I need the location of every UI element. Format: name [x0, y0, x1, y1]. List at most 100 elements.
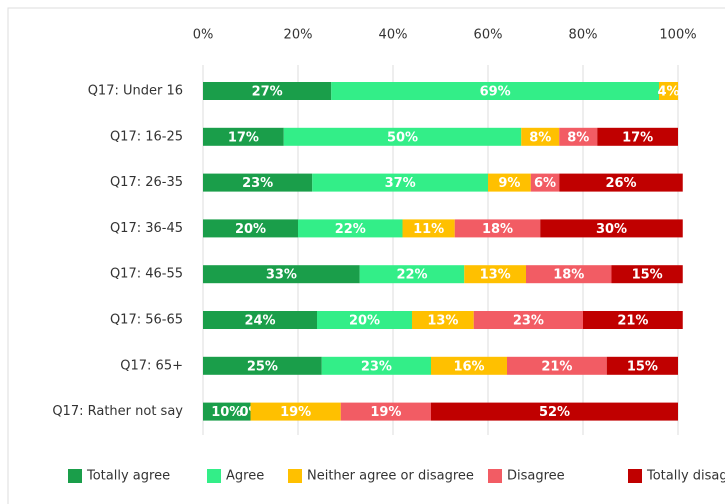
- bar-segment: [559, 127, 598, 146]
- value-label: 13%: [480, 268, 511, 283]
- frame: [7, 7, 725, 504]
- x-tick-label: 0%: [193, 28, 214, 43]
- bar-segment: [317, 311, 412, 329]
- value-label: 18%: [553, 268, 584, 283]
- value-label: 17%: [622, 130, 653, 145]
- bar-segment: [597, 127, 678, 146]
- value-label: 30%: [596, 222, 627, 237]
- x-tick-label: 20%: [284, 28, 313, 43]
- bar-segment: [559, 173, 683, 192]
- bar-segment: [507, 356, 607, 375]
- value-label: 19%: [370, 405, 401, 420]
- value-label: 50%: [387, 130, 418, 145]
- legend-swatch: [488, 469, 502, 483]
- category-label: Q17: 65+: [120, 358, 183, 373]
- bar-segment: [521, 127, 560, 146]
- value-label: 4%: [657, 85, 679, 100]
- bar-segment: [250, 402, 341, 421]
- value-label: 37%: [385, 176, 416, 191]
- value-label: 8%: [529, 130, 551, 145]
- bar-segment: [431, 356, 507, 375]
- bar-segment: [203, 173, 313, 192]
- value-label: 27%: [252, 85, 283, 100]
- value-label: 9%: [498, 176, 520, 191]
- value-label: 18%: [482, 222, 513, 237]
- bar-segment: [526, 265, 612, 284]
- bar-segment: [203, 82, 332, 100]
- value-label: 21%: [617, 314, 648, 329]
- bar-segment: [454, 219, 541, 238]
- category-label: Q17: Rather not say: [52, 404, 183, 419]
- bar-segment: [312, 173, 488, 192]
- bar-segment: [611, 265, 683, 284]
- value-label: 25%: [247, 359, 278, 374]
- bar-segment: [359, 265, 465, 284]
- value-label: 8%: [567, 130, 589, 145]
- value-label: 10%: [211, 405, 242, 420]
- value-label: 33%: [266, 268, 297, 283]
- value-label: 15%: [632, 268, 663, 283]
- bar-segment: [412, 311, 474, 329]
- bar-segment: [203, 402, 251, 421]
- x-tick-label: 100%: [659, 28, 696, 43]
- category-label: Q17: 16-25: [110, 129, 183, 144]
- value-label: 11%: [413, 222, 444, 237]
- category-label: Q17: 46-55: [110, 267, 183, 282]
- bar-segment: [203, 265, 360, 284]
- value-label: 52%: [539, 405, 570, 420]
- legend-label: Disagree: [507, 469, 565, 484]
- value-label: 26%: [605, 176, 636, 191]
- value-label: 22%: [396, 268, 427, 283]
- value-label: 6%: [534, 176, 556, 191]
- legend-label: Totally disagree: [646, 469, 725, 484]
- legend-swatch: [207, 469, 221, 483]
- bar-segment: [331, 82, 659, 100]
- bar-segment: [431, 402, 678, 421]
- value-label: 20%: [235, 222, 266, 237]
- bar-segment: [464, 265, 526, 284]
- value-label: 13%: [427, 314, 458, 329]
- value-label: 23%: [513, 314, 544, 329]
- bar-segment: [540, 219, 683, 238]
- x-tick-label: 60%: [474, 28, 503, 43]
- value-label: 20%: [349, 314, 380, 329]
- legend-label: Neither agree or disagree: [307, 469, 474, 484]
- legend-swatch: [68, 469, 82, 483]
- value-label: 24%: [244, 314, 275, 329]
- legend-swatch: [628, 469, 642, 483]
- bar-segment: [488, 173, 531, 192]
- value-label: 16%: [453, 359, 484, 374]
- legend-swatch: [288, 469, 302, 483]
- bar-segment: [606, 356, 678, 375]
- value-label: 22%: [335, 222, 366, 237]
- bar-segment: [321, 356, 431, 375]
- bar-segment: [203, 311, 317, 329]
- bar-segment: [203, 356, 322, 375]
- legend-label: Totally agree: [86, 469, 170, 484]
- bar-segment: [203, 127, 284, 146]
- legend-label: Agree: [226, 469, 264, 484]
- x-tick-label: 40%: [379, 28, 408, 43]
- x-tick-label: 80%: [569, 28, 598, 43]
- value-label: 17%: [228, 130, 259, 145]
- bar-segment: [203, 219, 298, 238]
- value-label: 23%: [242, 176, 273, 191]
- value-label: 21%: [541, 359, 572, 374]
- bar-segment: [530, 173, 560, 192]
- bar-segment: [659, 82, 678, 100]
- bar-segment: [402, 219, 455, 238]
- bar-segment: [340, 402, 431, 421]
- value-label: 23%: [361, 359, 392, 374]
- value-label: 19%: [280, 405, 311, 420]
- category-label: Q17: 36-45: [110, 221, 183, 236]
- category-label: Q17: 26-35: [110, 175, 183, 190]
- bar-segment: [583, 311, 683, 329]
- category-label: Q17: 56-65: [110, 313, 183, 328]
- bar-segment: [283, 127, 522, 146]
- bar-segment: [298, 219, 403, 238]
- bar-segment: [473, 311, 583, 329]
- category-label: Q17: Under 16: [88, 84, 183, 99]
- value-label: 69%: [480, 85, 511, 100]
- value-label: 15%: [627, 359, 658, 374]
